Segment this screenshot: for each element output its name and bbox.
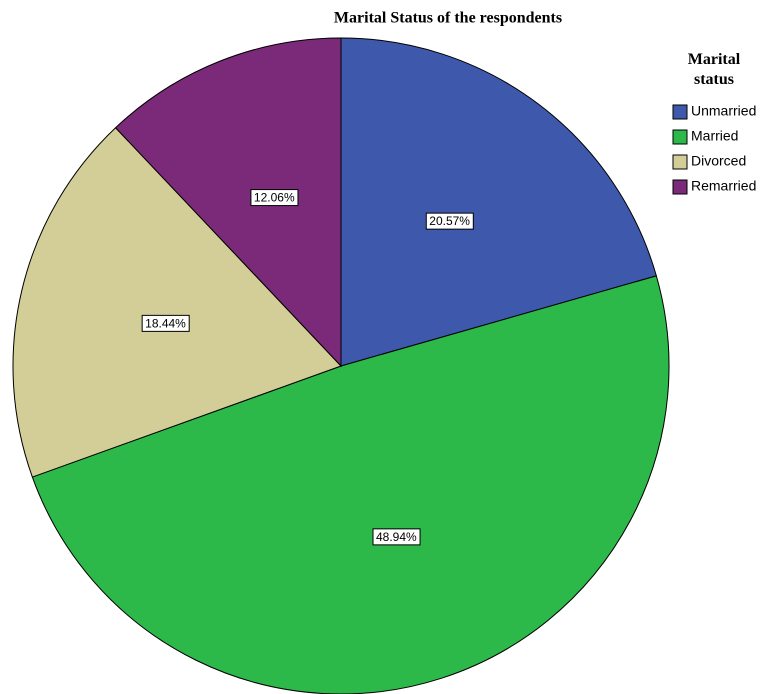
data-label-box: [372, 528, 421, 546]
legend-label: Divorced: [691, 153, 746, 169]
legend-label: Unmarried: [691, 103, 756, 119]
pie-slice: [31, 275, 670, 694]
legend-label: Remarried: [691, 178, 756, 194]
chart-title: Marital Status of the respondents: [334, 10, 562, 27]
legend-label: Married: [691, 128, 738, 144]
legend-swatch: [672, 154, 688, 170]
pie-slice: [114, 37, 342, 368]
legend-swatch: [672, 179, 688, 195]
data-label: 18.44%: [145, 316, 186, 330]
data-label-box: [425, 212, 474, 230]
pie-slice: [340, 37, 657, 367]
data-label: 20.57%: [429, 214, 470, 228]
pie-slice: [12, 127, 342, 478]
legend-title: Marital status: [687, 51, 741, 88]
legend-swatch: [672, 104, 688, 120]
data-label: 12.06%: [254, 191, 295, 205]
data-label-box: [250, 189, 299, 207]
data-label-box: [141, 314, 190, 332]
legend-swatch: [672, 129, 688, 145]
data-label: 48.94%: [376, 530, 417, 544]
